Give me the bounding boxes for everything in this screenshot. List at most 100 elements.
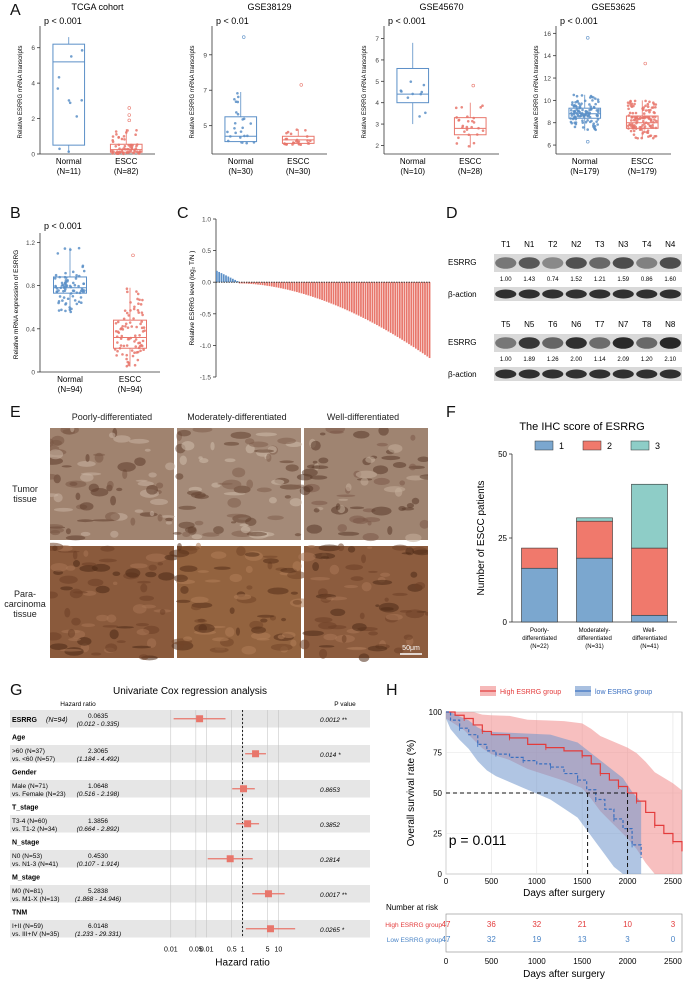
waterfall-bar [277, 282, 280, 288]
ihc-texture [68, 637, 81, 642]
ihc-texture [347, 546, 356, 553]
data-point [142, 326, 146, 329]
scale-bar-label: 50μm [402, 645, 420, 652]
x-category-label: (N=22) [530, 644, 549, 650]
data-point [583, 99, 587, 103]
data-point [634, 125, 637, 129]
waterfall-bar [318, 282, 321, 300]
data-point [61, 299, 64, 302]
ihc-texture [76, 519, 94, 523]
lane-label: N5 [524, 320, 535, 329]
y-tick-label: 10 [544, 98, 552, 105]
waterfall-bar [360, 282, 362, 317]
forest-ci-value: (0.516 - 2.198) [77, 791, 120, 798]
ihc-texture [337, 531, 360, 536]
data-point [57, 301, 60, 305]
waterfall-bar [218, 271, 221, 283]
data-point [626, 101, 630, 104]
data-point [82, 282, 85, 286]
data-point [80, 49, 84, 52]
forest-ci-value: (0.107 - 1.914) [77, 861, 120, 868]
ihc-texture [290, 591, 298, 595]
data-point [590, 119, 593, 123]
ihc-texture [319, 648, 328, 659]
data-point [136, 358, 140, 362]
waterfall-bar [250, 282, 253, 284]
data-point [57, 75, 61, 79]
ihc-texture [236, 546, 246, 557]
data-point [116, 349, 119, 353]
km-plot-h: High ESRRG group low ESRRG group p = 0.011… [385, 686, 683, 980]
data-point [581, 126, 585, 129]
waterfall-bar [321, 282, 323, 301]
ihc-texture [81, 562, 96, 567]
data-point [639, 116, 642, 119]
ihc-texture [419, 474, 428, 480]
data-point [60, 284, 64, 287]
data-point [118, 346, 122, 350]
y-tick-label: 12 [544, 76, 552, 83]
esrrg-band [659, 257, 681, 269]
y-tick-label: 2 [31, 116, 35, 123]
ihc-texture [392, 461, 407, 468]
waterfall-plot-c: 1.0 0.5 0.0 -0.5 -1.0 -1.5 Relative ESRRG leve… [189, 217, 431, 382]
ihc-texture [419, 519, 428, 529]
data-point [633, 99, 637, 103]
ihc-texture [314, 617, 333, 623]
actin-band [542, 289, 564, 299]
data-point [75, 115, 79, 118]
forest-row-suffix: (N=94) [46, 717, 68, 724]
legend-label: low ESRRG group [595, 689, 652, 696]
lane-label: T2 [548, 240, 558, 249]
data-point [306, 139, 309, 142]
data-point [236, 112, 240, 116]
y-tick-label: 6 [375, 57, 379, 64]
x-category-n: (N=30) [286, 167, 311, 176]
ihc-texture [192, 428, 213, 433]
data-point [139, 303, 143, 306]
ihc-texture [262, 555, 278, 558]
data-point [124, 147, 127, 151]
forest-row-shade [10, 850, 370, 868]
ihc-texture [105, 643, 118, 653]
lane-label: N2 [571, 240, 582, 249]
waterfall-bar [350, 282, 353, 313]
data-point [137, 311, 141, 314]
data-point [299, 143, 303, 147]
data-point [120, 327, 123, 330]
waterfall-bar [275, 282, 278, 288]
waterfall-bar [385, 282, 387, 331]
forest-point [252, 750, 260, 758]
risk-x-tick-label: 2000 [619, 957, 637, 966]
ihc-texture [270, 643, 293, 651]
ihc-texture [367, 645, 388, 652]
data-point [628, 111, 632, 115]
actin-band [518, 369, 540, 379]
ihc-texture [209, 647, 229, 653]
outlier-point [586, 140, 590, 144]
data-point [126, 129, 129, 132]
ihc-texture [352, 623, 367, 632]
ihc-texture [88, 483, 100, 493]
data-point [586, 119, 589, 122]
ihc-texture [149, 510, 155, 517]
ihc-texture [362, 533, 379, 542]
ihc-texture [378, 428, 389, 436]
ihc-texture [139, 512, 158, 517]
data-point [460, 105, 464, 109]
ihc-texture [241, 645, 257, 655]
waterfall-bar [216, 270, 218, 283]
chart-title: GSE53625 [591, 2, 635, 12]
chart-title: GSE45670 [419, 2, 463, 12]
data-point [54, 285, 58, 289]
esrrg-band [518, 257, 540, 269]
data-point [470, 125, 473, 129]
data-point [115, 133, 118, 136]
y-tick-label: 0.5 [202, 248, 211, 255]
ihc-texture [392, 592, 408, 596]
data-point [126, 337, 130, 341]
data-point [72, 289, 76, 293]
waterfall-bar [259, 282, 262, 285]
x-category-label: Normal [228, 157, 254, 166]
lane-label: N6 [571, 320, 582, 329]
